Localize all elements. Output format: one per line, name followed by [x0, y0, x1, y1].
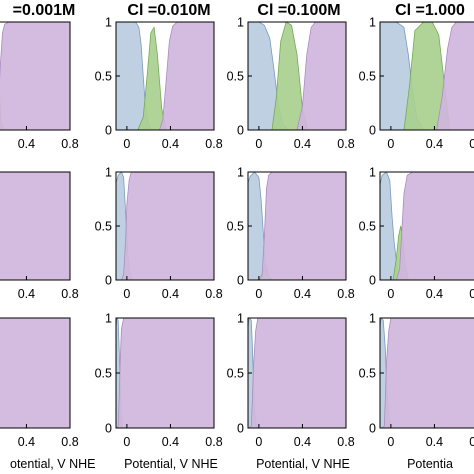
y-tick-label: 1: [369, 312, 376, 326]
x-tick-label: 0.8: [205, 287, 222, 301]
x-tick-label: 0.8: [337, 137, 354, 151]
x-tick-label: 0.8: [469, 137, 474, 151]
x-tick-label: 0.4: [162, 435, 179, 449]
column-title: Cl =1.000: [395, 2, 465, 19]
panel-frame: [0, 171, 71, 281]
x-tick-label: 0.8: [61, 435, 78, 449]
x-tick-label: 0.8: [205, 137, 222, 151]
x-tick-label: 0.8: [61, 137, 78, 151]
species-area-purple: [296, 22, 346, 130]
panel-frame: [0, 21, 71, 131]
panel-plot-area: [116, 318, 214, 428]
y-tick-label: 0: [369, 274, 376, 288]
x-tick-label: 0: [255, 435, 262, 449]
x-tick-label: 0: [255, 287, 262, 301]
y-tick-label: 1: [237, 312, 244, 326]
species-area-purple: [0, 318, 70, 428]
panel-plot-area: [380, 318, 474, 428]
x-tick-label: 0.4: [162, 137, 179, 151]
x-axis-label: Potentia: [407, 457, 453, 471]
panel-frame: [0, 317, 71, 429]
x-tick-label: 0.4: [426, 435, 443, 449]
panel-plot-area: [380, 22, 474, 130]
species-area-purple: [159, 22, 214, 130]
y-tick-label: 0: [105, 274, 112, 288]
column-title: =0.001M: [13, 2, 76, 19]
y-tick-label: 0: [237, 124, 244, 138]
x-tick-label: 0.8: [61, 287, 78, 301]
x-tick-label: 0.4: [18, 137, 35, 151]
y-tick-label: 0.5: [359, 70, 376, 84]
x-tick-label: 0.4: [294, 287, 311, 301]
x-tick-label: 0: [387, 435, 394, 449]
x-tick-label: 0: [255, 137, 262, 151]
panel-plot-area: [116, 22, 214, 130]
species-area-purple: [395, 172, 474, 280]
x-tick-label: 0: [123, 287, 130, 301]
x-tick-label: 0.4: [426, 287, 443, 301]
y-tick-label: 0: [369, 422, 376, 436]
x-tick-label: 0.4: [18, 287, 35, 301]
column-title: Cl =0.010M: [127, 2, 210, 19]
y-tick-label: 0: [237, 422, 244, 436]
x-tick-label: 0.4: [18, 435, 35, 449]
panel-plot-area: [0, 318, 70, 428]
y-tick-label: 0: [105, 422, 112, 436]
y-tick-label: 0.5: [359, 367, 376, 381]
species-area-purple: [121, 172, 214, 280]
x-tick-label: 0.4: [426, 137, 443, 151]
y-tick-label: 1: [237, 16, 244, 30]
x-axis-label: Potential, V NHE: [124, 457, 218, 471]
panel-plot-area: [248, 172, 346, 280]
species-area-purple: [258, 172, 346, 280]
x-tick-label: 0: [387, 287, 394, 301]
panel-plot-area: [380, 172, 474, 280]
x-tick-label: 0.8: [469, 435, 474, 449]
x-tick-label: 0.8: [337, 287, 354, 301]
x-tick-label: 0.8: [205, 435, 222, 449]
y-tick-label: 0: [105, 124, 112, 138]
x-tick-label: 0.8: [337, 435, 354, 449]
x-tick-label: 0.8: [469, 287, 474, 301]
species-area-purple: [436, 22, 474, 130]
x-axis-label: Potential, V NHE: [256, 457, 350, 471]
y-tick-label: 0.5: [95, 220, 112, 234]
column-title: Cl =0.100M: [257, 2, 340, 19]
panel-plot-area: [116, 172, 214, 280]
panel-plot-area: [0, 22, 70, 130]
x-tick-label: 0: [123, 137, 130, 151]
y-tick-label: 1: [369, 166, 376, 180]
x-tick-label: 0.4: [162, 287, 179, 301]
y-tick-label: 0: [237, 274, 244, 288]
y-tick-label: 1: [105, 312, 112, 326]
y-tick-label: 0.5: [227, 220, 244, 234]
y-tick-label: 0.5: [359, 220, 376, 234]
panel-plot-area: [248, 318, 346, 428]
x-tick-label: 0: [387, 137, 394, 151]
y-tick-label: 1: [369, 16, 376, 30]
y-tick-label: 0.5: [95, 367, 112, 381]
panel-plot-area: [0, 172, 70, 280]
species-area-purple: [248, 318, 346, 428]
x-axis-label: otential, V NHE: [10, 457, 95, 471]
x-tick-label: 0.4: [294, 137, 311, 151]
y-tick-label: 1: [105, 166, 112, 180]
x-tick-label: 0: [123, 435, 130, 449]
panel-plot-area: [248, 22, 346, 130]
x-tick-label: 0.4: [294, 435, 311, 449]
y-tick-label: 1: [105, 16, 112, 30]
species-area-purple: [381, 318, 474, 428]
y-tick-label: 1: [237, 166, 244, 180]
species-area-purple: [0, 172, 70, 280]
y-tick-label: 0.5: [95, 70, 112, 84]
y-tick-label: 0.5: [227, 367, 244, 381]
species-area-purple: [116, 318, 214, 428]
species-area-purple: [0, 22, 70, 130]
y-tick-label: 0: [369, 124, 376, 138]
y-tick-label: 0.5: [227, 70, 244, 84]
